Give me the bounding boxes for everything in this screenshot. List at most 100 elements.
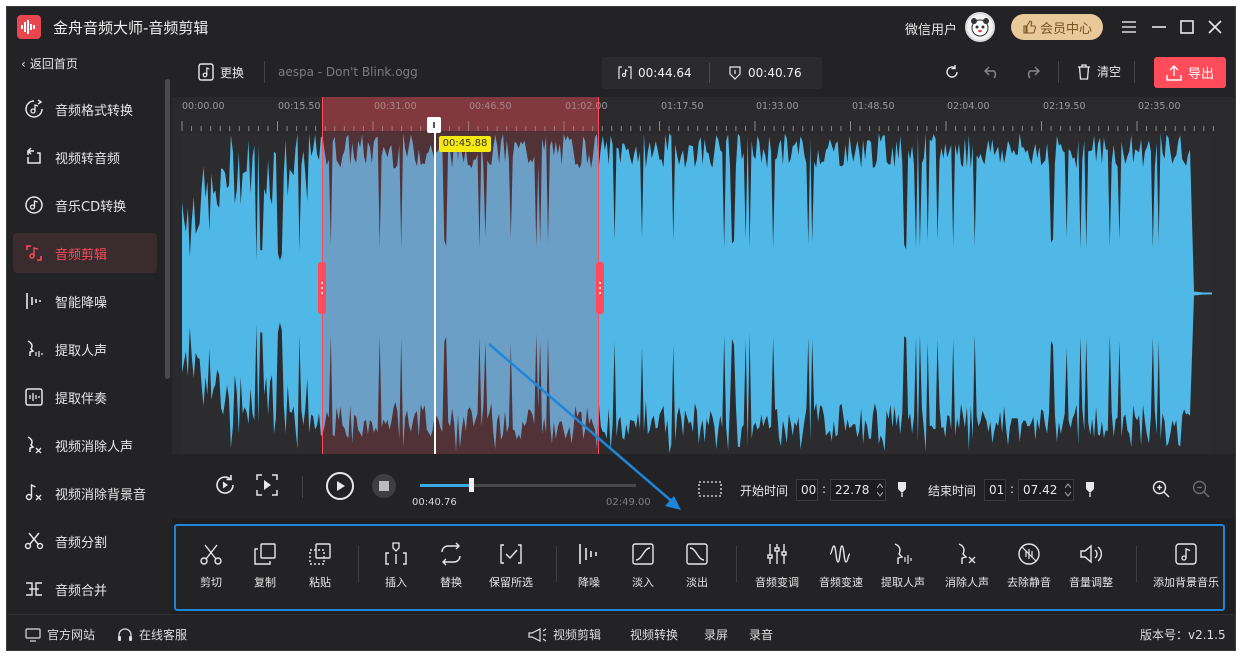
sidebar-item-remove-bg-music[interactable]: 视频消除背景音: [13, 473, 157, 513]
divider: [264, 61, 265, 83]
copy-tool[interactable]: 复制: [230, 540, 300, 590]
end-minute-input[interactable]: 01: [984, 479, 1006, 501]
paste-icon: [306, 540, 334, 568]
play-button[interactable]: [326, 472, 354, 500]
online-support-link[interactable]: 在线客服: [117, 626, 187, 643]
start-second-input[interactable]: 22.78: [830, 479, 886, 501]
video-convert-link[interactable]: 视频转换: [630, 628, 679, 642]
maximize-icon[interactable]: [1177, 17, 1197, 37]
pitch-tool[interactable]: 音频变调: [742, 540, 812, 590]
back-home-link[interactable]: ‹ 返回首页: [21, 57, 78, 71]
selection-end-handle[interactable]: [596, 262, 604, 314]
undo-icon[interactable]: [982, 62, 1002, 82]
vip-label: 会员中心: [1039, 21, 1092, 37]
keep-selection-tool[interactable]: 保留所选: [476, 540, 546, 590]
video-edit-link[interactable]: 视频剪辑: [527, 626, 601, 643]
title-bar: 金舟音频大师-音频剪辑 微信用户 会员中心: [7, 7, 1235, 47]
sidebar-item-audio-format-convert[interactable]: 音频格式转换: [13, 89, 157, 129]
start-marker-icon[interactable]: [896, 480, 908, 498]
equalizer-icon: [763, 540, 791, 568]
official-website-link[interactable]: 官方网站: [25, 626, 95, 643]
sidebar-scrollbar[interactable]: [165, 79, 170, 379]
fade-out-icon: [683, 540, 711, 568]
redo-icon[interactable]: [1022, 62, 1042, 82]
zoom-out-icon[interactable]: [1190, 478, 1212, 500]
zoom-in-icon[interactable]: [1150, 478, 1172, 500]
replace-file-button[interactable]: 更换: [198, 63, 244, 81]
app-window: 金舟音频大师-音频剪辑 微信用户 会员中心 ‹ 返回首页 音频格式转换: [6, 6, 1236, 651]
sidebar-item-cd-convert[interactable]: 音乐CD转换: [13, 185, 157, 225]
end-marker-icon[interactable]: [1084, 480, 1096, 498]
start-minute-input[interactable]: 00: [796, 479, 818, 501]
extract-voice-tool[interactable]: 提取人声: [868, 540, 938, 590]
refresh-icon[interactable]: [942, 62, 962, 82]
vip-center-button[interactable]: 会员中心: [1011, 14, 1103, 40]
add-bgm-tool[interactable]: 添加背景音乐: [1151, 540, 1221, 590]
end-time-stepper[interactable]: [1064, 480, 1072, 500]
editor-toolbar: 更换 aespa - Don't Blink.ogg 00:44.64 00:4…: [172, 47, 1235, 97]
sidebar-item-extract-accompaniment[interactable]: 提取伴奏: [13, 377, 157, 417]
current-time: 00:44.64: [638, 66, 692, 80]
cut-tool[interactable]: 剪切: [176, 540, 246, 590]
replace-tool[interactable]: 替换: [416, 540, 486, 590]
selection-start-handle[interactable]: [318, 262, 326, 314]
fade-in-tool[interactable]: 淡入: [608, 540, 678, 590]
record-audio-link[interactable]: 录音: [749, 628, 774, 642]
volume-tool[interactable]: 音量调整: [1056, 540, 1126, 590]
end-second-input[interactable]: 07.42: [1018, 479, 1074, 501]
paste-tool[interactable]: 粘贴: [285, 540, 355, 590]
headset-icon: [117, 627, 133, 643]
remove-silence-tool[interactable]: 去除静音: [994, 540, 1064, 590]
status-bar: 官方网站 在线客服 视频剪辑 视频转换 录屏 录音 版本号：v2.1.5: [7, 614, 1235, 650]
audio-waveform: [182, 133, 1212, 454]
insert-tool[interactable]: 插入: [361, 540, 431, 590]
play-selection-icon[interactable]: [254, 472, 280, 498]
user-name[interactable]: 微信用户: [905, 23, 958, 38]
edit-tools-panel: 剪切 复制 粘贴 插入 替换 保留所选 降噪 淡入: [174, 524, 1225, 611]
accompaniment-icon: [23, 386, 45, 408]
stop-button[interactable]: [372, 474, 396, 498]
playback-progress-knob[interactable]: [469, 478, 474, 492]
sidebar-item-audio-merge[interactable]: 音频合并: [13, 569, 157, 609]
sidebar-item-denoise[interactable]: 智能降噪: [13, 281, 157, 321]
wave-icon: [827, 540, 855, 568]
sidebar-item-video-to-audio[interactable]: 视频转音频: [13, 137, 157, 177]
divider: [302, 476, 303, 498]
clear-button[interactable]: 清空: [1077, 63, 1121, 80]
app-title: 金舟音频大师-音频剪辑: [53, 19, 209, 37]
waveform-panel[interactable]: 00:00.00 00:15.50 00:31.00 00:46.50 01:0…: [172, 97, 1235, 454]
music-note-icon: [23, 242, 45, 264]
tick-label: 01:02.00: [565, 101, 608, 112]
time-ruler[interactable]: 00:00.00 00:15.50 00:31.00 00:46.50 01:0…: [172, 97, 1235, 133]
minimize-icon[interactable]: [1149, 17, 1169, 37]
scissors-icon: [197, 540, 225, 568]
start-time-stepper[interactable]: [876, 480, 884, 500]
select-range-icon[interactable]: [696, 478, 724, 500]
remove-voice-tool[interactable]: 消除人声: [932, 540, 1002, 590]
playback-progress-track[interactable]: [420, 484, 636, 487]
divider: [1058, 61, 1059, 83]
record-screen-link[interactable]: 录屏: [704, 628, 729, 642]
sidebar-item-audio-split[interactable]: 音频分割: [13, 521, 157, 561]
avatar[interactable]: [965, 12, 995, 42]
sidebar-item-extract-voice[interactable]: 提取人声: [13, 329, 157, 369]
sidebar-item-audio-edit[interactable]: 音频剪辑: [13, 233, 157, 273]
merge-icon: [23, 578, 45, 600]
fade-out-tool[interactable]: 淡出: [662, 540, 732, 590]
transport-bar: 00:40.76 02:49.00 开始时间 00 : 22.78 结束时间 0…: [172, 454, 1235, 518]
chevron-left-icon: ‹: [21, 57, 26, 71]
tick-label: 02:19.50: [1043, 101, 1086, 112]
megaphone-icon: [527, 627, 547, 643]
denoise-tool[interactable]: 降噪: [554, 540, 624, 590]
selection-region[interactable]: [322, 97, 599, 454]
replay-icon[interactable]: [212, 472, 238, 498]
start-time-label: 开始时间: [740, 484, 789, 498]
close-icon[interactable]: [1205, 17, 1225, 37]
music-file-icon: [198, 63, 214, 81]
playhead-handle[interactable]: [427, 117, 441, 133]
menu-icon[interactable]: [1119, 17, 1139, 37]
sidebar: ‹ 返回首页 音频格式转换 视频转音频 音乐CD转换 音频剪辑 智能降噪 提取人声: [7, 47, 172, 614]
export-button[interactable]: 导出: [1154, 57, 1226, 88]
sidebar-item-video-remove-voice[interactable]: 视频消除人声: [13, 425, 157, 465]
speed-tool[interactable]: 音频变速: [806, 540, 876, 590]
